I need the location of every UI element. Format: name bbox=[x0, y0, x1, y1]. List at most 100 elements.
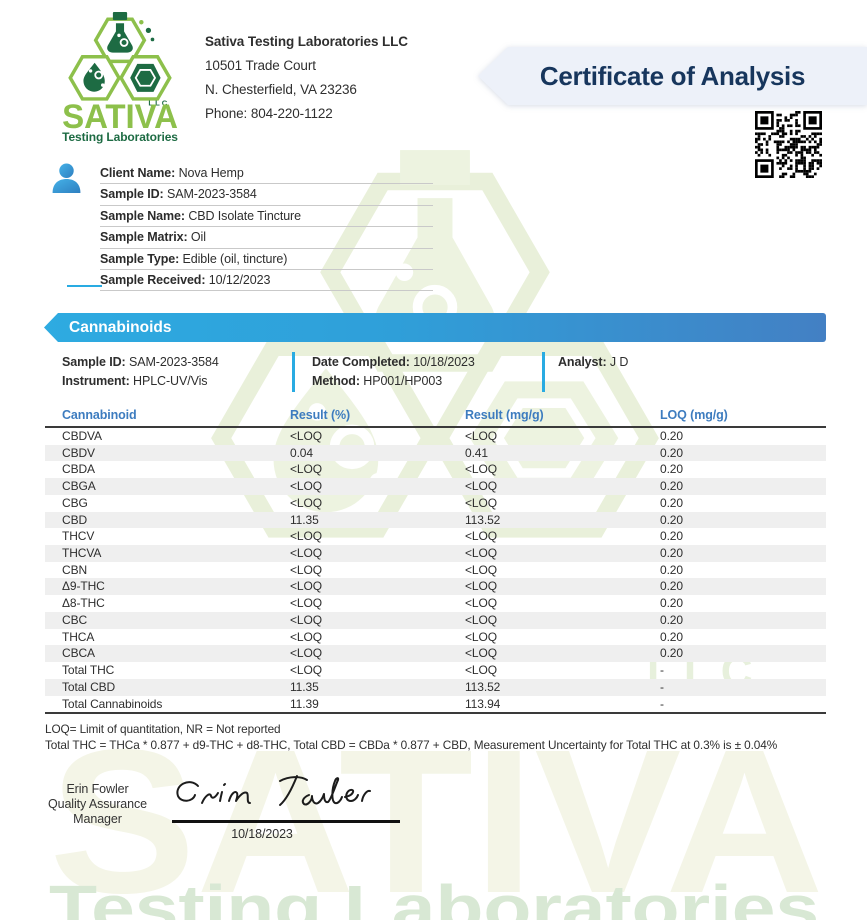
table-row: THCV <LOQ <LOQ 0.20 bbox=[45, 528, 826, 545]
table-cell: 0.20 bbox=[660, 646, 683, 661]
table-cell: 0.20 bbox=[660, 429, 683, 443]
table-cell: <LOQ bbox=[465, 596, 497, 611]
client-field-row: Sample Received: 10/12/2023 bbox=[100, 270, 433, 292]
table-cell: 113.52 bbox=[465, 512, 501, 527]
table-cell: <LOQ bbox=[290, 596, 322, 611]
meta-analyst-info: Analyst: J D bbox=[558, 353, 628, 372]
table-cell: CBC bbox=[62, 612, 88, 627]
table-body: CBDVA <LOQ <LOQ 0.20 CBDV 0.04 0.41 0.20 CBDA <LO… bbox=[45, 428, 826, 715]
table-cell: 0.41 bbox=[465, 445, 488, 460]
table-cell: <LOQ bbox=[465, 529, 497, 544]
table-cell: 0.20 bbox=[660, 462, 683, 477]
signer-line: Erin Fowler bbox=[66, 782, 129, 796]
cannabinoids-section-banner: Cannabinoids bbox=[44, 313, 826, 342]
table-cell: Δ9-THC bbox=[62, 579, 105, 594]
table-cell: <LOQ bbox=[465, 429, 497, 443]
table-cell: 0.04 bbox=[290, 445, 313, 460]
table-cell: CBGA bbox=[62, 479, 96, 494]
table-cell: <LOQ bbox=[290, 646, 322, 661]
table-cell: CBDVA bbox=[62, 429, 102, 443]
meta-separator-2 bbox=[542, 352, 545, 392]
table-row: CBGA <LOQ <LOQ 0.20 bbox=[45, 478, 826, 495]
signer-block: Erin Fowler Quality Assurance Manager bbox=[30, 782, 165, 827]
table-row: Total THC <LOQ <LOQ - bbox=[45, 662, 826, 679]
page-title: Certificate of Analysis bbox=[539, 60, 806, 91]
table-cell: Δ8-THC bbox=[62, 596, 105, 611]
table-cell: 0.20 bbox=[660, 596, 683, 611]
table-row: CBD 11.35 113.52 0.20 bbox=[45, 511, 826, 529]
table-cell: - bbox=[660, 696, 664, 711]
table-cell: Total Cannabinoids bbox=[62, 696, 163, 711]
table-row: THCVA <LOQ <LOQ 0.20 bbox=[45, 545, 826, 562]
table-cell: 11.35 bbox=[290, 512, 319, 527]
table-cell: THCV bbox=[62, 529, 95, 544]
footnote-line: LOQ= Limit of quantitation, NR = Not rep… bbox=[45, 722, 281, 736]
client-field-row: Sample Type: Edible (oil, tincture) bbox=[100, 249, 433, 270]
table-cell: THCVA bbox=[62, 546, 102, 561]
lab-contact-block: Sativa Testing Laboratories LLC 10501 Tr… bbox=[205, 30, 465, 126]
table-cell: <LOQ bbox=[465, 462, 497, 477]
table-row: Total Cannabinoids 11.39 113.94 - bbox=[45, 696, 826, 713]
client-fields: Client Name: Nova Hemp Sample ID: SAM-202… bbox=[100, 163, 433, 292]
table-cell: <LOQ bbox=[465, 546, 497, 561]
watermark-tagline-text: Testing Laboratories bbox=[49, 872, 819, 920]
signer-line: Quality Assurance bbox=[47, 797, 148, 811]
table-row: CBDA <LOQ <LOQ 0.20 bbox=[45, 461, 826, 478]
table-cell: <LOQ bbox=[465, 646, 497, 661]
table-cell: 0.20 bbox=[660, 495, 683, 510]
lab-address-line2: N. Chesterfield, VA 23236 bbox=[205, 82, 357, 97]
table-cell: <LOQ bbox=[290, 495, 322, 510]
coa-banner: Certificate of Analysis bbox=[478, 47, 867, 105]
signature-handwriting bbox=[176, 775, 371, 806]
lab-name: Sativa Testing Laboratories LLC bbox=[205, 34, 408, 49]
meta-field: Method: HP001/HP003 bbox=[312, 374, 443, 388]
meta-field: Sample ID: SAM-2023-3584 bbox=[62, 355, 219, 369]
meta-field: Instrument: HPLC-UV/Vis bbox=[62, 374, 208, 388]
person-icon bbox=[52, 163, 81, 193]
table-cell: CBDA bbox=[62, 462, 95, 477]
table-cell: 113.52 bbox=[465, 679, 501, 694]
table-cell: <LOQ bbox=[290, 479, 322, 494]
signer-line: Manager bbox=[73, 812, 122, 826]
table-cell: 113.94 bbox=[465, 696, 501, 711]
table-column-header: Result (mg/g) bbox=[465, 408, 544, 422]
table-cell: <LOQ bbox=[290, 663, 322, 678]
cannabinoid-table: Cannabinoid Result (%) Result (mg/g) LOQ (m… bbox=[45, 407, 826, 715]
table-cell: <LOQ bbox=[465, 495, 497, 510]
table-cell: <LOQ bbox=[290, 562, 322, 577]
meta-separator-1 bbox=[292, 352, 295, 392]
table-row: THCA <LOQ <LOQ 0.20 bbox=[45, 629, 826, 646]
lab-logo: LLC SATIVA Testing Laboratories bbox=[62, 12, 178, 144]
table-row: CBDV 0.04 0.41 0.20 bbox=[45, 444, 826, 462]
table-cell: 0.20 bbox=[660, 629, 683, 644]
table-cell: <LOQ bbox=[465, 663, 497, 678]
table-cell: Total CBD bbox=[62, 679, 116, 694]
lab-address-line1: 10501 Trade Court bbox=[205, 58, 316, 73]
client-accent-line bbox=[67, 285, 102, 287]
table-cell: CBCA bbox=[62, 646, 95, 661]
table-cell: 0.20 bbox=[660, 562, 683, 577]
table-cell: <LOQ bbox=[290, 529, 322, 544]
table-row: CBN <LOQ <LOQ 0.20 bbox=[45, 562, 826, 579]
footnotes: LOQ= Limit of quantitation, NR = Not rep… bbox=[45, 722, 845, 753]
table-cell: <LOQ bbox=[290, 612, 322, 627]
table-cell: CBDV bbox=[62, 445, 95, 460]
table-cell: - bbox=[660, 679, 664, 694]
watermark-tagline-label: Testing Laboratories bbox=[49, 872, 819, 920]
table-cell: <LOQ bbox=[290, 429, 322, 443]
client-field-row: Sample ID: SAM-2023-3584 bbox=[100, 184, 433, 206]
logo-llc-label: LLC bbox=[148, 98, 169, 107]
client-field-row: Sample Name: CBD Isolate Tincture bbox=[100, 206, 433, 228]
logo-tagline-label: Testing Laboratories bbox=[62, 130, 178, 144]
table-cell: 0.20 bbox=[660, 612, 683, 627]
table-row: CBC <LOQ <LOQ 0.20 bbox=[45, 611, 826, 629]
footnote-line: Total THC = THCa * 0.877 + d9-THC + d8-T… bbox=[45, 737, 778, 752]
table-row: Δ8-THC <LOQ <LOQ 0.20 bbox=[45, 595, 826, 612]
logo-brand-label: SATIVA bbox=[62, 98, 178, 136]
table-cell: 0.20 bbox=[660, 479, 683, 494]
table-cell: 0.20 bbox=[660, 512, 683, 527]
table-cell: <LOQ bbox=[465, 479, 497, 494]
table-cell: CBD bbox=[62, 512, 88, 527]
table-cell: - bbox=[660, 663, 664, 678]
